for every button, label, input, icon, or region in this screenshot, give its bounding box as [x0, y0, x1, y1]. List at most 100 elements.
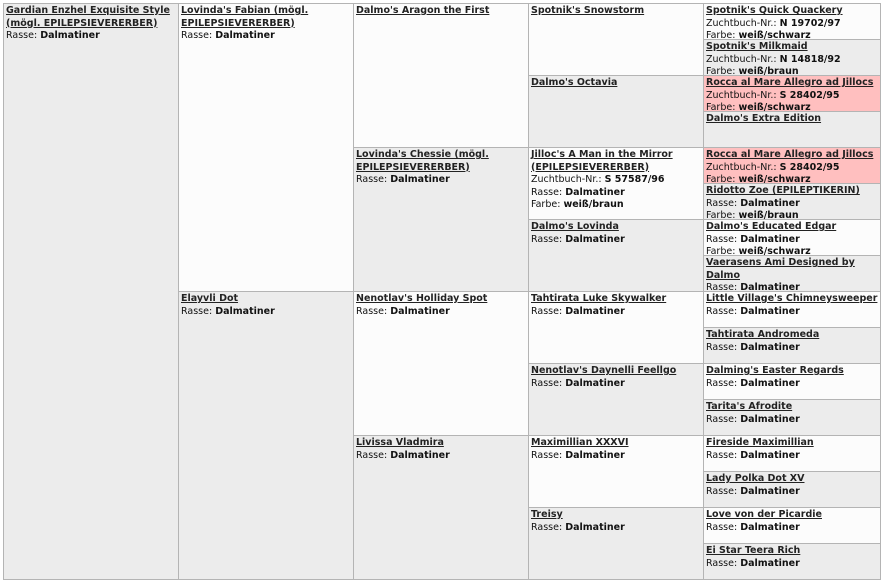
dog-name-link[interactable]: Livissa Vladmira [356, 437, 444, 448]
dog-name-link[interactable]: Gardian Enzhel Exquisite Style (mögl. EP… [6, 5, 170, 29]
detail-row: Farbe: weiß/braun [531, 199, 701, 212]
detail-label: Rasse: [181, 30, 213, 41]
dog-name-link[interactable]: Fireside Maximillian [706, 437, 814, 448]
pedigree-cell: Jilloc's A Man in the Mirror (EPILEPSIEV… [528, 147, 704, 220]
pedigree-cell: Nenotlav's Daynelli Feellgo Rasse: Dalmat… [528, 363, 704, 436]
detail-label: Rasse: [706, 197, 738, 209]
detail-label: Farbe: [706, 210, 736, 220]
dog-name-link[interactable]: Love von der Picardie [706, 509, 822, 520]
dog-name-link[interactable]: Tahtirata Luke Skywalker [531, 293, 667, 304]
dog-name-link[interactable]: Dalmo's Educated Edgar [706, 221, 837, 232]
pedigree-cell: Lovinda's Chessie (mögl. EPILEPSIEVERERB… [353, 147, 529, 292]
detail-label: Rasse: [531, 233, 563, 245]
detail-row: Zuchtbuch-Nr.: S 57587/96 [531, 174, 701, 187]
detail-value: Dalmatiner [390, 305, 450, 317]
detail-value: Dalmatiner [740, 305, 800, 317]
detail-label: Rasse: [531, 521, 563, 533]
dog-name-link[interactable]: Dalmo's Aragon the First [356, 5, 490, 16]
dog-name-link[interactable]: Dalmo's Octavia [531, 77, 618, 88]
dog-name-link[interactable]: Spotnik's Snowstorm [531, 5, 645, 16]
detail-value: N 19702/97 [779, 17, 841, 29]
detail-value: Dalmatiner [565, 186, 625, 198]
detail-value: S 28402/95 [779, 89, 840, 101]
pedigree-cell: Tahtirata Andromeda Rasse: Dalmatiner [703, 327, 881, 364]
detail-row: Zuchtbuch-Nr.: S 28402/95 [706, 162, 878, 175]
detail-row: Rasse: Dalmatiner [706, 234, 878, 247]
detail-value: weiß/schwarz [738, 30, 811, 40]
dog-name-link[interactable]: Nenotlav's Holliday Spot [356, 293, 488, 304]
detail-value: Dalmatiner [740, 282, 800, 292]
dog-name-link[interactable]: Lady Polka Dot XV [706, 473, 805, 484]
pedigree-cell: Rocca al Mare Allegro ad Jillocs Zuchtbuc… [703, 147, 881, 184]
dog-name-link[interactable]: Elayvli Dot [181, 293, 239, 304]
detail-label: Zuchtbuch-Nr.: [706, 161, 777, 173]
detail-label: Rasse: [181, 305, 213, 317]
detail-value: Dalmatiner [740, 485, 800, 497]
pedigree-cell: Lady Polka Dot XV Rasse: Dalmatiner [703, 471, 881, 508]
detail-label: Farbe: [706, 174, 736, 184]
dog-name-link[interactable]: Ei Star Teera Rich [706, 545, 801, 556]
pedigree-cell: Vaerasens Ami Designed by Dalmo Rasse: Da… [703, 255, 881, 292]
dog-name-link[interactable]: Little Village's Chimneysweeper [706, 293, 878, 304]
dog-name-link[interactable]: Nenotlav's Daynelli Feellgo [531, 365, 677, 376]
pedigree-cell: Spotnik's Snowstorm [528, 3, 704, 76]
detail-value: weiß/braun [738, 66, 799, 76]
pedigree-cell: Elayvli Dot Rasse: Dalmatiner [178, 291, 354, 580]
detail-row: Rasse: Dalmatiner [706, 282, 878, 292]
detail-row: Farbe: weiß/schwarz [706, 102, 878, 112]
detail-label: Farbe: [706, 30, 736, 40]
dog-name-link[interactable]: Jilloc's A Man in the Mirror (EPILEPSIEV… [531, 149, 673, 173]
dog-name-link[interactable]: Dalmo's Lovinda [531, 221, 619, 232]
detail-label: Rasse: [706, 485, 738, 497]
pedigree-cell: Dalmo's Educated Edgar Rasse: Dalmatiner F… [703, 219, 881, 256]
detail-value: weiß/schwarz [738, 102, 811, 112]
detail-row: Rasse: Dalmatiner [531, 378, 701, 391]
dog-name-link[interactable]: Lovinda's Fabian (mögl. EPILEPSIEVERERBE… [181, 5, 309, 29]
detail-row: Rasse: Dalmatiner [706, 414, 878, 427]
detail-row: Farbe: weiß/braun [706, 66, 878, 76]
pedigree-cell: Dalmo's Aragon the First [353, 3, 529, 148]
detail-value: Dalmatiner [740, 413, 800, 425]
dog-name-link[interactable]: Spotnik's Quick Quackery [706, 5, 843, 16]
dog-name-link[interactable]: Ridotto Zoe (EPILEPTIKERIN) [706, 185, 860, 196]
detail-value: Dalmatiner [565, 305, 625, 317]
detail-label: Rasse: [706, 557, 738, 569]
detail-row: Rasse: Dalmatiner [706, 486, 878, 499]
dog-name-link[interactable]: Tahtirata Andromeda [706, 329, 820, 340]
detail-value: weiß/schwarz [738, 246, 811, 256]
pedigree-cell: Ei Star Teera Rich Rasse: Dalmatiner [703, 543, 881, 580]
detail-row: Rasse: Dalmatiner [531, 450, 701, 463]
detail-label: Zuchtbuch-Nr.: [706, 17, 777, 29]
pedigree-cell: Dalmo's Lovinda Rasse: Dalmatiner [528, 219, 704, 292]
dog-name-link[interactable]: Lovinda's Chessie (mögl. EPILEPSIEVERERB… [356, 149, 489, 173]
detail-value: Dalmatiner [565, 233, 625, 245]
detail-value: Dalmatiner [390, 174, 450, 185]
dog-name-link[interactable]: Maximillian XXXVI [531, 437, 629, 448]
detail-label: Rasse: [706, 521, 738, 533]
dog-name-link[interactable]: Treisy [531, 509, 563, 520]
detail-row: Zuchtbuch-Nr.: N 14818/92 [706, 54, 878, 67]
detail-value: Dalmatiner [740, 521, 800, 533]
detail-label: Zuchtbuch-Nr.: [706, 89, 777, 101]
pedigree-cell: Dalming's Easter Regards Rasse: Dalmatine… [703, 363, 881, 400]
detail-row: Farbe: weiß/schwarz [706, 30, 878, 40]
dog-name-link[interactable]: Vaerasens Ami Designed by Dalmo [706, 257, 855, 281]
dog-name-link[interactable]: Rocca al Mare Allegro ad Jillocs [706, 77, 874, 88]
detail-label: Rasse: [6, 30, 38, 41]
detail-row: Rasse: Dalmatiner [706, 378, 878, 391]
dog-name-link[interactable]: Dalmo's Extra Edition [706, 113, 822, 124]
dog-name-link[interactable]: Spotnik's Milkmaid [706, 41, 808, 52]
dog-name-link[interactable]: Rocca al Mare Allegro ad Jillocs [706, 149, 874, 160]
pedigree-cell: Livissa Vladmira Rasse: Dalmatiner [353, 435, 529, 580]
detail-label: Rasse: [706, 282, 738, 292]
detail-row: Rasse: Dalmatiner [706, 558, 878, 571]
pedigree-cell: Dalmo's Extra Edition [703, 111, 881, 148]
dog-name-link[interactable]: Tarita's Afrodite [706, 401, 793, 412]
detail-value: Dalmatiner [215, 305, 275, 317]
detail-label: Rasse: [706, 413, 738, 425]
pedigree-cell: Fireside Maximillian Rasse: Dalmatiner [703, 435, 881, 472]
detail-row: Rasse: Dalmatiner [706, 198, 878, 211]
detail-value: N 14818/92 [779, 53, 841, 65]
detail-label: Rasse: [356, 174, 388, 185]
dog-name-link[interactable]: Dalming's Easter Regards [706, 365, 844, 376]
